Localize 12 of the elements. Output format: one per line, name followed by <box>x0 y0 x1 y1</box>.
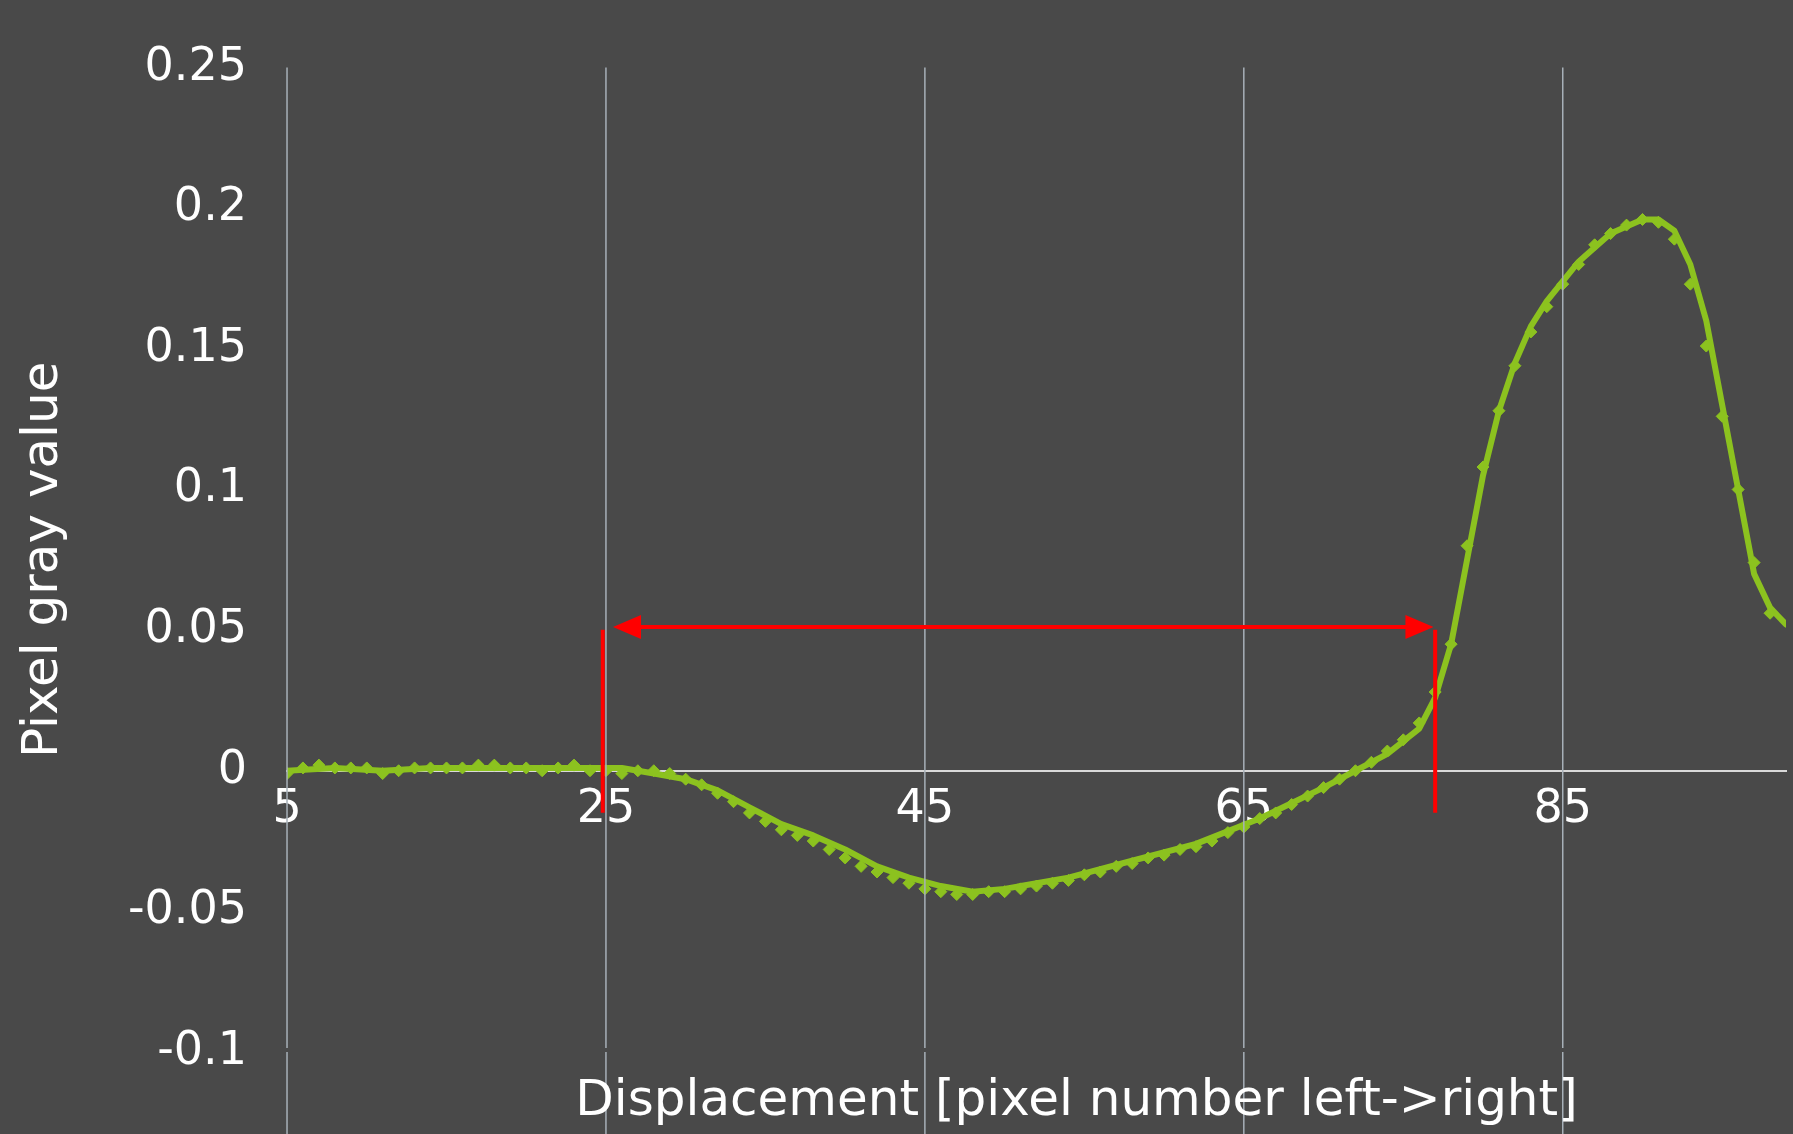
x-tick-label: 45 <box>895 779 955 834</box>
y-tick-label: 0.2 <box>173 177 248 232</box>
y-tick-label: -0.1 <box>157 1020 248 1075</box>
y-tick-label: 0.25 <box>144 36 248 91</box>
y-tick-label: 0.05 <box>144 599 248 654</box>
y-tick-label: 0.15 <box>144 317 248 372</box>
y-tick-label: -0.05 <box>127 880 248 935</box>
y-tick-label: 0 <box>217 739 248 794</box>
y-tick-label: 0.1 <box>173 458 248 513</box>
y-axis-title: Pixel gray value <box>10 361 69 759</box>
x-tick-label: 25 <box>576 779 636 834</box>
x-tick-label: 5 <box>272 779 302 834</box>
